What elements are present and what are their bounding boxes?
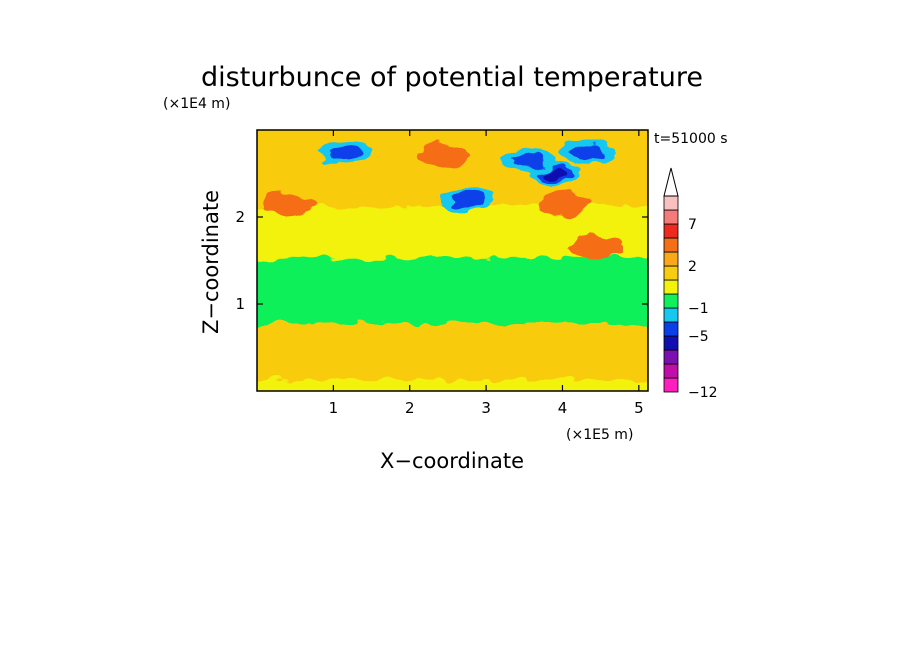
colorbar-box bbox=[663, 223, 679, 239]
x-tick-label: 2 bbox=[405, 399, 415, 417]
colorbar-box bbox=[663, 237, 679, 253]
field-feature-4-1 bbox=[328, 144, 361, 160]
colorbar-box bbox=[663, 293, 679, 309]
colorbar-extend-triangle bbox=[663, 167, 679, 197]
time-label: t=51000 s bbox=[654, 131, 728, 147]
colorbar-box bbox=[663, 279, 679, 295]
chart-title: disturbunce of potential temperature bbox=[201, 62, 703, 93]
colorbar-box bbox=[663, 195, 679, 211]
field-feature-5-0 bbox=[540, 191, 593, 216]
field-feature-2-1 bbox=[573, 144, 606, 160]
x-unit-label: (×1E5 m) bbox=[566, 427, 633, 443]
x-axis: 1 2 3 4 5 bbox=[329, 130, 644, 417]
colorbar-tick-label: −12 bbox=[688, 385, 718, 401]
y-axis: 12 bbox=[235, 208, 648, 313]
y-tick-label: 2 bbox=[235, 208, 245, 226]
field-feature-8-0 bbox=[261, 191, 314, 216]
colorbar-box bbox=[663, 363, 679, 379]
field-feature-1-1 bbox=[512, 153, 545, 168]
x-tick-label: 4 bbox=[558, 399, 568, 417]
plot-frame bbox=[256, 129, 649, 392]
heatmap-field bbox=[257, 130, 648, 391]
colorbar-box bbox=[663, 251, 679, 267]
colorbar-tick-label: −1 bbox=[688, 301, 709, 317]
field-band-2 bbox=[257, 245, 648, 324]
x-tick-label: 5 bbox=[634, 399, 644, 417]
colorbar-box bbox=[663, 307, 679, 323]
field-feature-3-1 bbox=[451, 192, 484, 207]
y-tick-label: 1 bbox=[235, 295, 245, 313]
colorbar-box bbox=[663, 349, 679, 365]
y-unit-label: (×1E4 m) bbox=[163, 96, 230, 112]
colorbar-tick-label: −5 bbox=[688, 329, 709, 345]
colorbar-box bbox=[663, 335, 679, 351]
field-feature-7-0 bbox=[570, 235, 623, 260]
x-tick-label: 3 bbox=[481, 399, 491, 417]
colorbar-box bbox=[663, 209, 679, 225]
y-axis-label: Z−coordinate bbox=[199, 190, 223, 334]
x-axis-label: X−coordinate bbox=[380, 449, 524, 473]
colorbar-box bbox=[663, 265, 679, 281]
colorbar-box bbox=[663, 321, 679, 337]
field-feature-0-2 bbox=[543, 168, 567, 179]
colorbar: −12−5−127 bbox=[663, 167, 718, 401]
colorbar-box bbox=[663, 377, 679, 393]
field-feature-6-0 bbox=[418, 144, 471, 169]
x-tick-label: 1 bbox=[329, 399, 339, 417]
colorbar-tick-label: 2 bbox=[688, 259, 697, 275]
colorbar-tick-label: 7 bbox=[688, 217, 697, 233]
